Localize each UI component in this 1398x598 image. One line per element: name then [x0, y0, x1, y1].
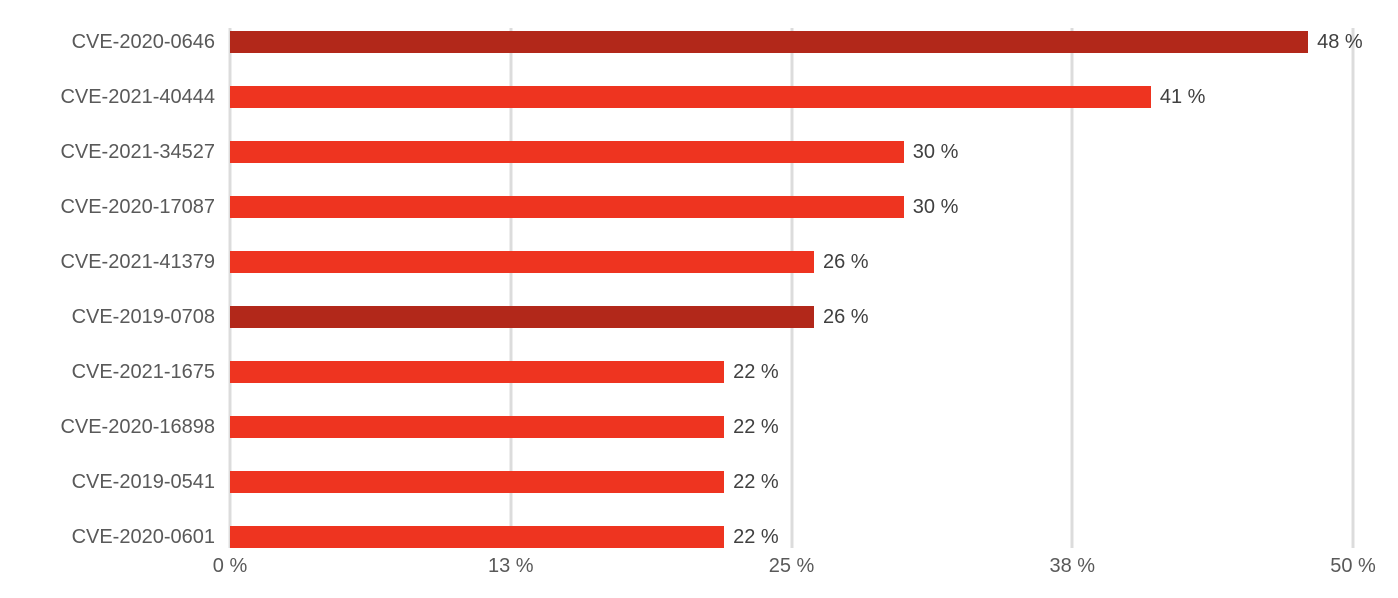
bar: [230, 30, 1309, 53]
value-label: 26 %: [822, 305, 869, 328]
value-label: 22 %: [733, 525, 779, 548]
category-label: CVE-2019-0708: [71, 305, 215, 328]
bar-track: 26 %: [230, 234, 1353, 289]
x-axis-tick-label: 38 %: [1049, 555, 1096, 577]
bar-row: CVE-2019-0541 22 %: [0, 454, 1398, 509]
bar: [230, 85, 1151, 108]
bar-track: 22 %: [230, 509, 1353, 564]
bar-track: 22 %: [230, 399, 1353, 454]
category-label: CVE-2021-40444: [60, 85, 215, 108]
value-label: 30 %: [912, 140, 959, 163]
category-label: CVE-2020-16898: [60, 415, 215, 438]
bar-row: CVE-2020-17087 30 %: [0, 179, 1398, 234]
bar-rows: CVE-2020-0646 48 % CVE-2021-40444 41 % C…: [0, 14, 1398, 564]
value-label: 22 %: [733, 470, 779, 493]
bar-row: CVE-2021-1675 22 %: [0, 344, 1398, 399]
x-axis-ticks: 0 % 13 % 25 % 38 % 50 %: [213, 554, 1376, 584]
gridlines: [228, 28, 1355, 548]
bar-row: CVE-2021-34527 30 %: [0, 124, 1398, 179]
category-label: CVE-2021-41379: [60, 250, 215, 273]
value-label: 26 %: [822, 250, 869, 273]
category-label: CVE-2020-0646: [71, 30, 215, 53]
bar-row: CVE-2021-41379 26 %: [0, 234, 1398, 289]
bar: [230, 470, 725, 493]
bar-row: CVE-2020-16898 22 %: [0, 399, 1398, 454]
bar: [230, 195, 904, 218]
gridline: [228, 28, 232, 548]
value-label: 41 %: [1159, 85, 1206, 108]
value-label: 22 %: [733, 415, 779, 438]
x-axis-tick-label: 13 %: [487, 555, 534, 577]
gridline: [790, 28, 793, 548]
bar: [230, 415, 725, 438]
bar-track: 22 %: [230, 344, 1353, 399]
bar-track: 26 %: [230, 289, 1353, 344]
bar: [230, 525, 725, 548]
bar-track: 30 %: [230, 179, 1353, 234]
bar: [230, 250, 814, 273]
bar-row: CVE-2019-0708 26 %: [0, 289, 1398, 344]
value-label: 48 %: [1317, 30, 1363, 53]
category-label: CVE-2019-0541: [71, 470, 215, 493]
bar-track: 48 %: [230, 14, 1363, 69]
category-label: CVE-2020-17087: [60, 195, 215, 218]
x-axis-tick-label: 25 %: [768, 555, 815, 577]
gridline: [509, 28, 513, 548]
category-label: CVE-2021-1675: [71, 360, 215, 383]
gridline: [1070, 28, 1074, 548]
gridline: [1351, 28, 1355, 548]
bar: [230, 360, 725, 383]
bar: [230, 305, 814, 328]
x-axis-tick-label: 50 %: [1330, 555, 1376, 577]
category-label: CVE-2020-0601: [71, 525, 215, 548]
bar: [230, 140, 904, 163]
bar-track: 22 %: [230, 454, 1353, 509]
bar-track: 41 %: [230, 69, 1353, 124]
bar-row: CVE-2020-0601 22 %: [0, 509, 1398, 564]
category-label: CVE-2021-34527: [60, 140, 215, 163]
value-label: 22 %: [733, 360, 779, 383]
bar-row: CVE-2020-0646 48 %: [0, 14, 1398, 69]
x-axis-tick-label: 0 %: [212, 555, 248, 577]
value-label: 30 %: [912, 195, 959, 218]
bar-track: 30 %: [230, 124, 1353, 179]
bar-row: CVE-2021-40444 41 %: [0, 69, 1398, 124]
